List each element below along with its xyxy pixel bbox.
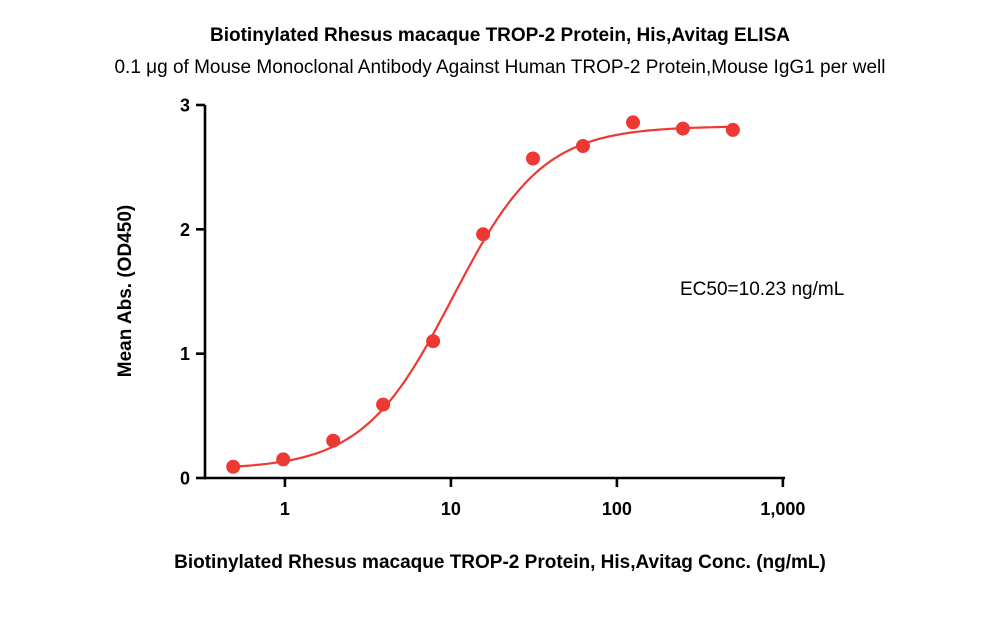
data-point <box>226 459 241 474</box>
ec50-annotation: EC50=10.23 ng/mL <box>680 279 844 300</box>
x-axis-label: Biotinylated Rhesus macaque TROP-2 Prote… <box>174 552 826 573</box>
data-point <box>626 115 640 130</box>
data-point <box>326 433 341 448</box>
x-tick-label: 100 <box>602 499 632 519</box>
y-tick-label: 0 <box>180 469 190 489</box>
fit-curve-path <box>227 125 736 469</box>
y-tick-label: 1 <box>180 344 190 364</box>
data-point <box>725 122 740 137</box>
y-tick-label: 3 <box>180 96 190 116</box>
y-tick-label: 2 <box>180 220 190 240</box>
data-point <box>526 151 540 166</box>
axes: 1 10 100 1,000 0 1 2 3 <box>180 96 805 520</box>
data-point <box>576 139 590 153</box>
data-point <box>276 452 291 467</box>
chart-title: Biotinylated Rhesus macaque TROP-2 Prote… <box>210 25 790 46</box>
fit-curve-group <box>227 125 736 469</box>
data-point <box>376 397 391 412</box>
x-tick-label: 10 <box>441 499 461 519</box>
x-tick-label: 1 <box>280 499 290 519</box>
data-point <box>426 334 441 349</box>
y-axis-label: Mean Abs. (OD450) <box>115 205 136 377</box>
data-point <box>675 121 690 136</box>
x-tick-label: 1,000 <box>760 499 805 519</box>
chart-subtitle: 0.1 μg of Mouse Monoclonal Antibody Agai… <box>114 57 885 78</box>
data-point <box>476 227 491 242</box>
data-points-group <box>226 115 740 474</box>
